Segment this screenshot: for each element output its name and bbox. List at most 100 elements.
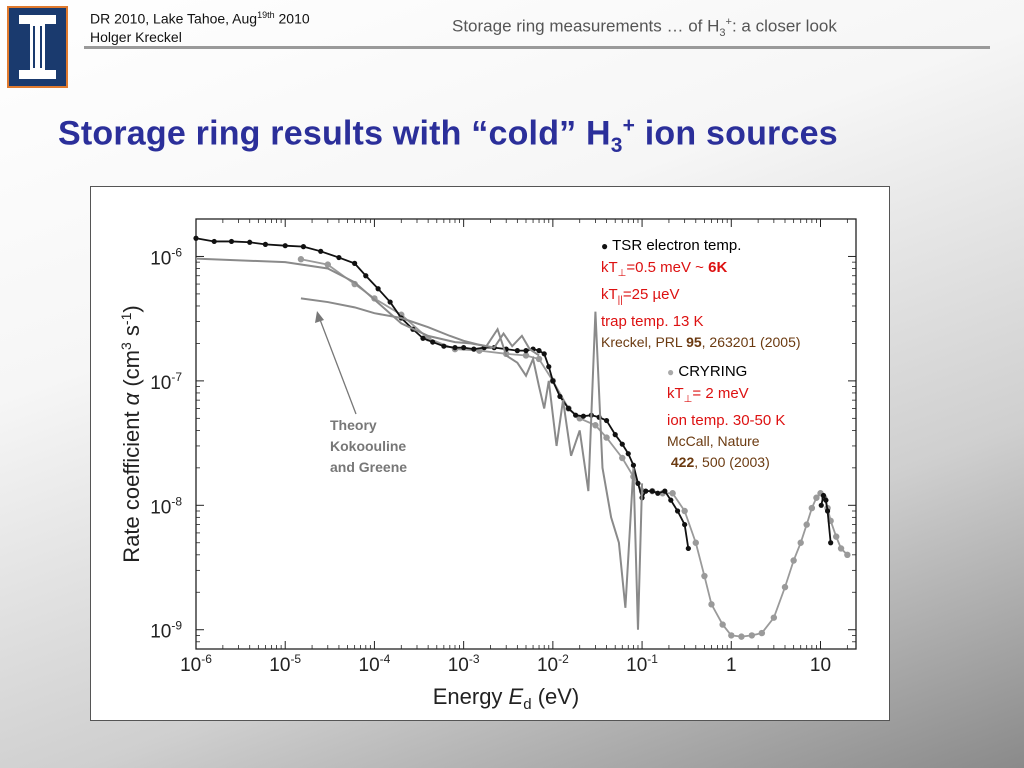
data-point [655,490,661,496]
data-point [619,454,626,462]
data-point [770,614,778,621]
x-tick-label: 10 [810,655,831,676]
data-point [668,497,674,503]
data-point [211,238,217,245]
y-tick-label: 10-7 [150,370,182,394]
data-point [420,335,426,341]
data-point [643,488,649,494]
data-point [833,533,840,540]
theory-curve-4 [300,297,540,357]
data-point [820,492,827,499]
data-point [514,348,520,354]
data-point [363,273,369,279]
data-point [818,502,824,508]
data-point [797,539,804,546]
data-point [728,632,735,639]
data-point [297,256,305,263]
y-tick-label: 10-8 [150,494,182,518]
data-point [282,243,288,249]
data-point [387,299,393,305]
x-tick-label: 10-3 [448,652,480,676]
column-logo-icon [19,15,56,79]
data-point [430,339,436,345]
data-point [823,497,829,503]
data-point [580,413,587,419]
theory-curve-3 [195,257,644,630]
data-point [592,422,599,429]
data-point [318,248,324,254]
data-point [522,352,530,359]
data-point [262,241,269,247]
data-point [603,417,610,424]
x-tick-label: 10-1 [626,652,658,676]
data-point [452,345,458,351]
x-axis-label: Energy Ed (eV) [433,684,580,713]
data-point [701,572,708,580]
data-point [565,405,572,412]
data-point [837,545,845,552]
slide-title: Storage ring results with “cold” H3+ ion… [58,114,838,158]
data-point [352,260,358,266]
x-tick-label: 10-4 [359,652,391,676]
y-tick-label: 10-9 [150,619,182,643]
data-point [681,507,688,515]
data-point [375,286,381,292]
data-point [193,235,199,241]
data-point [546,364,552,370]
data-point [557,393,563,400]
data-point [441,343,447,349]
data-point [603,434,610,441]
data-point [612,432,618,438]
conference-info: DR 2010, Lake Tahoe, Aug19th 2010 Holger… [90,10,310,45]
data-point [708,601,715,608]
data-point [536,348,542,354]
data-point [692,539,699,546]
data-point [635,480,641,486]
data-point [336,254,342,261]
data-point [471,346,477,352]
data-point [719,621,726,628]
theory-arrow [318,316,357,415]
data-point [649,488,655,494]
data-point [669,490,676,497]
data-point [844,551,851,559]
university-logo [7,6,68,88]
header-divider [84,46,990,49]
data-point [630,462,637,468]
data-point [758,629,766,637]
data-point [625,451,631,457]
data-point [228,238,235,245]
theory-label: Theory Kokoouline and Greene [330,417,408,475]
x-tick-label: 1 [726,655,737,676]
y-axis-label: Rate coefficient α (cm3 s-1) [118,305,144,562]
data-point [541,351,547,357]
data-point [247,239,253,245]
data-point [573,412,579,418]
x-tick-label: 10-6 [180,652,212,676]
rate-coefficient-chart: 10-6 10-5 10-4 10-3 10-2 10-1 1 10 10-6 10-7 10-8 1… [118,218,857,713]
data-point [685,545,691,552]
legend-tsr: ● TSR electron temp. kT⊥=0.5 meV ~ 6K kT… [601,237,801,350]
theory-arrowhead [315,311,324,323]
chart-panel: 10-6 10-5 10-4 10-3 10-2 10-1 1 10 10-6 10-7 10-8 1… [90,186,890,721]
legend-cryring: ● CRYRING kT⊥= 2 meV ion temp. 30-50 K M… [667,363,786,470]
author-name: Holger Kreckel [90,28,182,45]
data-point [461,345,467,351]
data-point [300,244,307,250]
data-point [662,488,668,494]
data-point [523,348,529,354]
data-point [790,557,797,564]
data-point [738,633,745,640]
data-point [674,508,681,514]
running-title: Storage ring measurements … of H3+: a cl… [452,16,837,40]
data-point [781,583,789,591]
data-point [808,504,816,512]
data-point [824,508,831,514]
tsr-marker-icon: ● [601,239,609,253]
data-point [813,494,820,501]
data-point [535,355,543,363]
data-point [324,261,331,268]
data-point [803,521,810,528]
data-point [682,521,688,528]
data-point [550,378,556,384]
